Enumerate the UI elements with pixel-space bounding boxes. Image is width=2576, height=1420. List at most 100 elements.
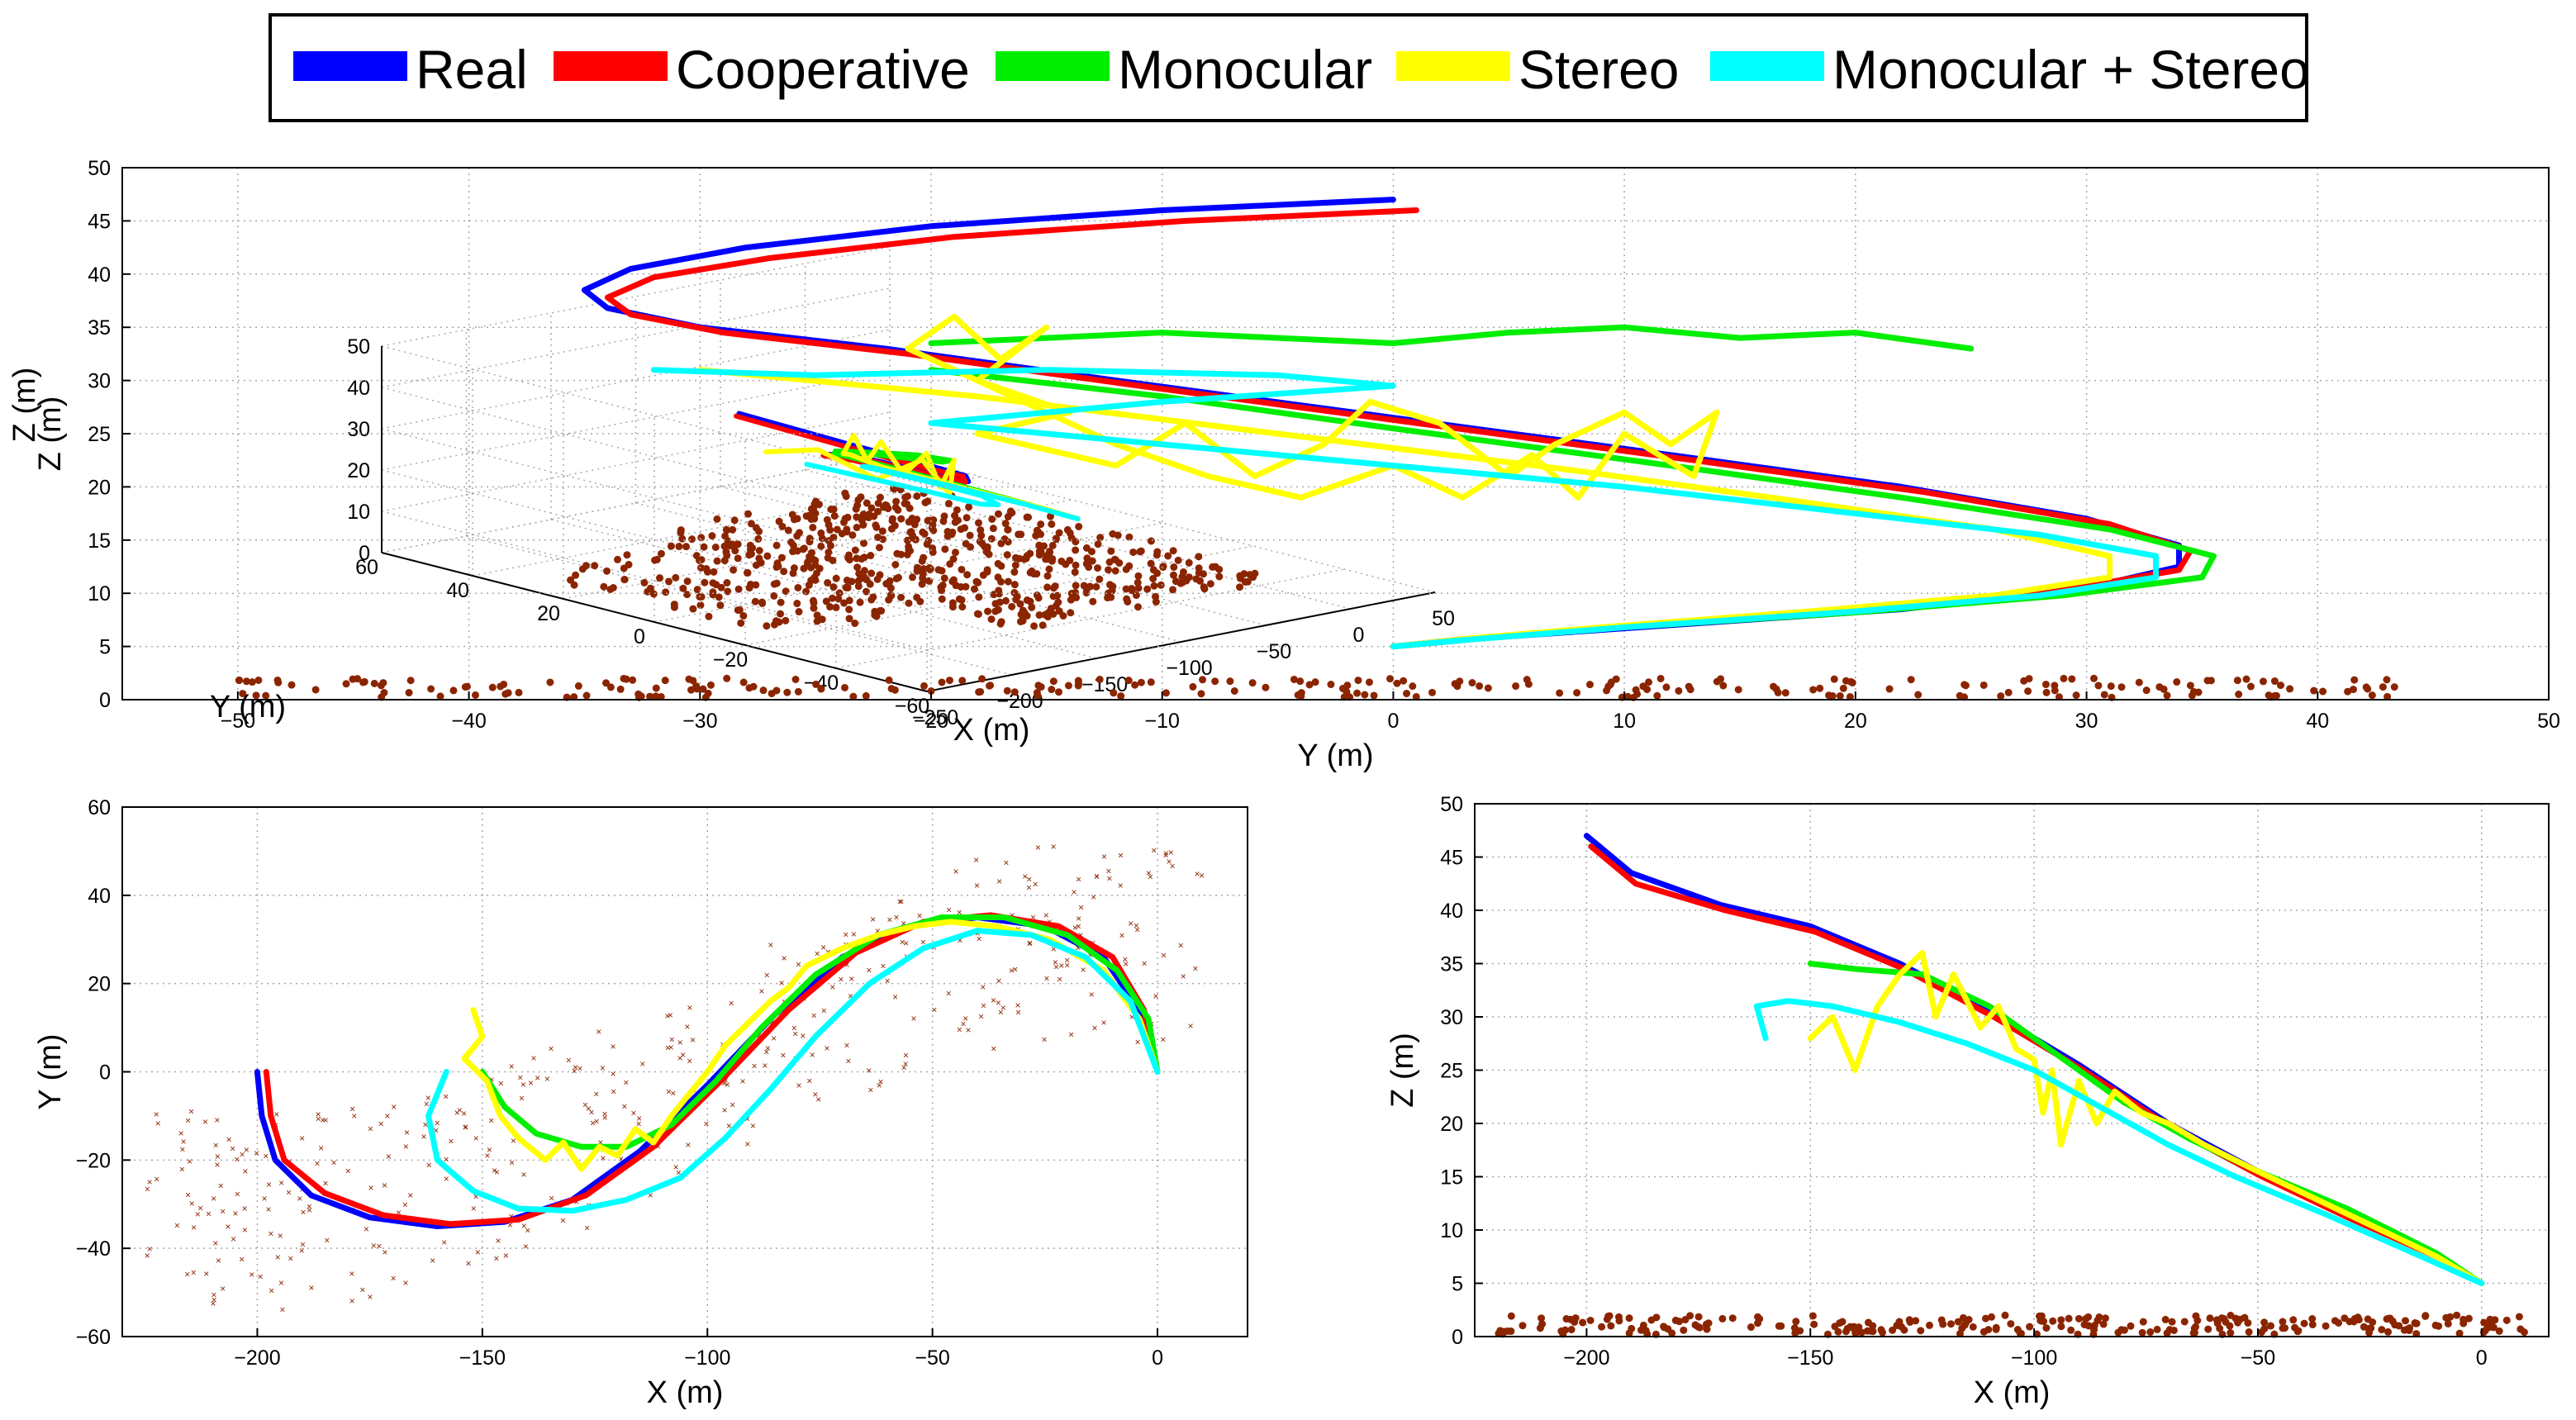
- landmark-point: [662, 588, 670, 596]
- landmark-point: [657, 692, 665, 701]
- landmark-point: ×: [806, 1076, 812, 1087]
- landmark-point: ×: [676, 1166, 682, 1178]
- landmark-point: [2444, 1319, 2452, 1327]
- landmark-point: [712, 581, 720, 589]
- landmark-point: [1199, 676, 1207, 684]
- landmark-point: [2446, 1313, 2455, 1321]
- landmark-point: ×: [1051, 943, 1057, 955]
- landmark-point: [832, 574, 840, 582]
- landmark-point: ×: [1015, 1006, 1021, 1018]
- landmark-point: ×: [391, 1273, 397, 1285]
- landmark-point: ×: [596, 1026, 601, 1038]
- landmark-point: ×: [636, 1118, 642, 1129]
- y-tick-label: 40: [88, 264, 111, 287]
- landmark-point: [2368, 691, 2376, 700]
- landmark-point: ×: [566, 1055, 572, 1066]
- legend-swatch-real: [293, 51, 407, 81]
- landmark-point: ×: [1105, 866, 1111, 877]
- landmark-point: [1327, 681, 1335, 689]
- gridline-sidewall-z: [381, 345, 928, 486]
- landmark-point: [1054, 598, 1062, 606]
- landmark-point: ×: [1053, 962, 1059, 973]
- y-tick-label: 35: [88, 316, 111, 340]
- landmark-point: ×: [391, 1101, 397, 1113]
- landmark-point: [2035, 1312, 2043, 1320]
- landmark-point: [1034, 682, 1043, 690]
- landmark-point: ×: [750, 1120, 756, 1132]
- y-tick-label: 20: [1440, 1113, 1463, 1136]
- landmark-point: ×: [299, 1245, 305, 1256]
- landmark-point: ×: [870, 914, 876, 925]
- landmark-point: [2455, 1329, 2464, 1337]
- z-tick-label: 0: [359, 542, 370, 565]
- landmark-point: [2186, 682, 2194, 690]
- landmark-point: [665, 577, 673, 586]
- landmark-point: [901, 493, 910, 501]
- y-tick-label: 0: [1452, 1326, 1463, 1349]
- y-axis-line: [381, 552, 928, 692]
- landmark-point: [1792, 1318, 1800, 1326]
- landmark-point: [929, 520, 937, 529]
- landmark-point: ×: [611, 1085, 616, 1097]
- landmark-point: [770, 591, 778, 600]
- landmark-point: [986, 682, 995, 690]
- landmark-point: [2057, 1323, 2065, 1331]
- landmark-point: [1907, 676, 1915, 684]
- landmark-point: ×: [331, 1157, 337, 1169]
- landmark-point: ×: [1030, 911, 1036, 923]
- landmark-point: [974, 578, 982, 587]
- landmark-point: ×: [1027, 937, 1033, 948]
- landmark-point: ×: [1118, 850, 1124, 862]
- y-axis-label: Y (m): [33, 1033, 68, 1109]
- landmark-point: [2026, 1323, 2034, 1331]
- landmark-point: [1867, 1327, 1875, 1335]
- landmark-point: ×: [300, 1207, 306, 1218]
- landmark-point: ×: [278, 1230, 283, 1242]
- landmark-point: ×: [488, 1074, 494, 1085]
- landmark-point: ×: [300, 1239, 306, 1251]
- landmark-point: ×: [690, 1034, 696, 1046]
- landmark-point: [2067, 1326, 2075, 1334]
- landmark-point: [943, 528, 952, 536]
- landmark-point: ×: [602, 1108, 608, 1119]
- landmark-point: ×: [1163, 849, 1169, 861]
- landmark-point: ×: [396, 1207, 402, 1218]
- landmark-point: [1691, 1321, 1699, 1329]
- landmark-point: [2090, 1326, 2098, 1334]
- landmark-point: [609, 583, 617, 591]
- landmark-point: [826, 603, 834, 611]
- landmark-point: ×: [600, 1062, 606, 1074]
- landmark-point: [1484, 684, 1492, 692]
- landmark-point: ×: [768, 939, 773, 951]
- landmark-point: ×: [1033, 878, 1038, 890]
- landmark-point: [811, 497, 820, 506]
- landmark-point: [1195, 564, 1203, 572]
- landmark-point: ×: [1134, 924, 1140, 936]
- landmark-point: [802, 587, 810, 596]
- landmark-point: [449, 686, 458, 695]
- landmark-point: [2257, 1328, 2265, 1337]
- landmark-point: [790, 564, 798, 572]
- landmark-point: ×: [991, 995, 996, 1006]
- landmark-point: [652, 692, 660, 701]
- landmark-point: [677, 529, 685, 537]
- landmark-point: [2401, 1317, 2409, 1325]
- landmark-point: [1409, 682, 1417, 691]
- landmark-point: [860, 539, 868, 548]
- landmark-point: [1774, 688, 1782, 696]
- x-tick-label: 0: [1387, 710, 1399, 733]
- trajectory-monocular-stereo: [804, 462, 1081, 521]
- landmark-point: [1169, 547, 1177, 555]
- landmark-point: ×: [886, 914, 892, 926]
- landmark-point: [966, 531, 974, 539]
- landmark-point: ×: [473, 1133, 479, 1144]
- landmark-point: [2041, 681, 2050, 689]
- landmark-point: [829, 534, 838, 542]
- landmark-point: ×: [203, 1268, 209, 1280]
- landmark-point: ×: [597, 1137, 603, 1148]
- landmark-point: ×: [320, 1114, 326, 1126]
- x-tick-label: −150: [459, 1346, 506, 1370]
- landmark-point: [1035, 611, 1043, 620]
- landmark-point: ×: [220, 1206, 226, 1218]
- landmark-point: [1628, 1324, 1636, 1332]
